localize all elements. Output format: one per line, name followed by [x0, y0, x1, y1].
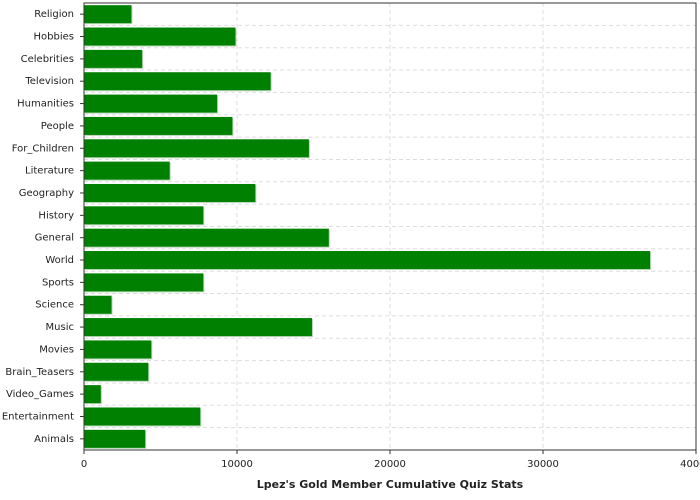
bar — [84, 27, 236, 46]
y-tick-label: Music — [46, 322, 74, 333]
plot-frame — [83, 2, 697, 451]
y-tick-label: Literature — [25, 166, 74, 177]
y-tick-label: Sports — [42, 277, 74, 288]
bar — [84, 295, 112, 314]
x-tick-label: 20000 — [374, 459, 406, 470]
bar — [84, 161, 170, 180]
bar — [84, 183, 256, 202]
bar — [84, 362, 149, 381]
y-tick-label: World — [45, 255, 74, 266]
y-tick-label: Humanities — [17, 99, 74, 110]
x-tick-label: 40000 — [680, 459, 700, 470]
y-tick-label: Hobbies — [34, 32, 74, 43]
y-tick-label: General — [35, 233, 74, 244]
y-tick-label: History — [38, 210, 74, 221]
y-tick-label: Animals — [34, 434, 74, 445]
bar — [84, 385, 101, 404]
bar — [84, 206, 204, 225]
y-tick-label: Geography — [19, 188, 74, 199]
bar — [84, 116, 233, 135]
bar — [84, 5, 132, 24]
y-tick-label: Movies — [39, 344, 74, 355]
chart-title: Lpez's Gold Member Cumulative Quiz Stats — [257, 478, 524, 491]
y-tick-label: Brain_Teasers — [5, 367, 74, 378]
x-tick-label: 30000 — [527, 459, 559, 470]
bar — [84, 94, 218, 113]
bar — [84, 407, 201, 426]
bar — [84, 139, 309, 158]
y-tick-label: For_Children — [12, 143, 74, 154]
x-tick-label: 10000 — [221, 459, 253, 470]
y-tick-label: Video_Games — [6, 389, 74, 400]
bar — [84, 251, 651, 270]
bar — [84, 429, 146, 448]
y-tick-label: People — [41, 121, 74, 132]
y-tick-label: Celebrities — [21, 54, 74, 65]
bar — [84, 273, 204, 292]
y-tick-label: Science — [35, 300, 74, 311]
y-tick-label: Television — [24, 76, 74, 87]
x-tick-label: 0 — [81, 459, 87, 470]
bar — [84, 49, 143, 68]
y-tick-label: Religion — [34, 9, 74, 20]
bar — [84, 72, 271, 91]
bar — [84, 340, 152, 359]
y-tick-label: Entertainment — [2, 411, 74, 422]
bar — [84, 318, 312, 337]
bar — [84, 228, 329, 247]
